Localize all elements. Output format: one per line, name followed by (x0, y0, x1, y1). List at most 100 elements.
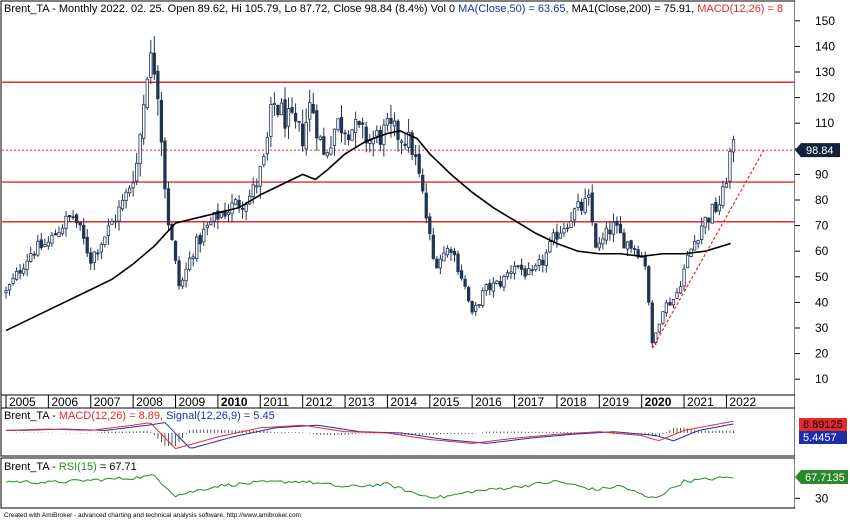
candle-body (703, 216, 707, 228)
candle-body (707, 217, 711, 223)
candle-body (569, 221, 573, 229)
candle-body (142, 104, 146, 139)
x-tick-label: 2013 (348, 395, 375, 409)
candle-body (615, 220, 619, 226)
macd-header: Brent_TA - MACD(12,26) = 8.89, Signal(12… (4, 410, 275, 422)
candle-body (555, 231, 559, 240)
candle-body (495, 280, 499, 284)
candle-body (452, 250, 457, 256)
candle-body (212, 211, 216, 222)
x-tick-label: 2012 (306, 395, 333, 409)
candle-body (721, 186, 725, 206)
candle-body (233, 199, 238, 205)
candle-body (378, 130, 382, 145)
x-tick-label: 2007 (94, 395, 121, 409)
candle-body (127, 187, 132, 194)
x-tick-label: 2008 (136, 395, 163, 409)
candle-body (523, 268, 527, 277)
candle-body (580, 201, 584, 211)
candle-body (262, 156, 266, 166)
price-pane (0, 0, 796, 396)
y-tick-label: 30 (815, 321, 829, 335)
macd-value-label-bg (799, 418, 847, 431)
candle-body (431, 234, 435, 260)
candle-body (657, 323, 661, 333)
y-tick-label: 80 (815, 193, 829, 207)
candle-body (57, 232, 61, 237)
candle-body (643, 255, 647, 267)
candle-body (308, 102, 312, 120)
candle-body (322, 136, 326, 155)
rsi-value-label-bg (795, 470, 848, 484)
candle-body (332, 128, 337, 146)
y-tick-label: 40 (815, 295, 829, 309)
candle-body (357, 120, 361, 126)
candle-body (78, 221, 82, 226)
x-tick-label: 2014 (390, 395, 417, 409)
candle-body (361, 122, 365, 125)
candle-body (195, 236, 199, 260)
candle-body (117, 206, 121, 222)
candle-body (350, 129, 354, 141)
candle-body (562, 228, 566, 234)
candle-body (731, 139, 736, 153)
macd-line (5, 420, 734, 450)
rsi-tick-label: 30 (815, 491, 829, 505)
candle-body (149, 52, 153, 78)
candle-body (527, 268, 531, 276)
candle-body (505, 272, 510, 278)
candle-body (32, 253, 36, 256)
last-price-label-bg (795, 143, 840, 158)
candle-body (311, 103, 315, 114)
candle-body (22, 268, 26, 274)
candle-body (96, 252, 100, 255)
candle-body (608, 229, 612, 235)
candle-body (339, 117, 344, 134)
candle-body (50, 234, 54, 244)
candle-body (474, 304, 478, 312)
candle-body (166, 188, 171, 226)
macd-layer (5, 420, 734, 450)
candle-body (392, 120, 397, 127)
rsi-pane (0, 457, 796, 509)
candle-body (135, 162, 139, 182)
x-tick-label: 2005 (9, 395, 36, 409)
candle-body (226, 211, 231, 215)
candle-body (46, 241, 51, 247)
price-layer (2, 36, 795, 349)
candle-body (481, 290, 485, 306)
moving-average-line (5, 130, 731, 332)
candle-body (544, 252, 548, 266)
candle-body (138, 134, 142, 164)
footer-credit: Created with AmiBroker - advanced charti… (4, 512, 301, 519)
candle-body (541, 259, 545, 266)
candle-body (297, 120, 301, 123)
axis-layer: 10203040506070809010011012013014015098.8… (5, 14, 848, 505)
candle-body (717, 204, 722, 212)
candle-body (671, 298, 676, 306)
candle-body (516, 265, 520, 268)
candle-body (654, 332, 658, 344)
y-tick-label: 140 (815, 39, 835, 53)
candle-body (537, 259, 541, 266)
candle-body (293, 112, 298, 122)
candle-body (435, 258, 439, 269)
candle-body (519, 264, 524, 270)
candle-body (99, 243, 103, 253)
candle-body (622, 232, 626, 249)
candle-body (534, 265, 538, 271)
candle-body (159, 99, 164, 143)
x-tick-label: 2015 (433, 395, 460, 409)
rsi-value-label: 67.7135 (805, 472, 845, 484)
candle-body (618, 223, 623, 234)
candle-body (438, 258, 443, 269)
candle-body (421, 174, 425, 192)
candle-body (678, 286, 683, 294)
candle-body (89, 252, 93, 264)
candle-body (191, 256, 195, 259)
candle-body (399, 140, 404, 143)
y-tick-label: 20 (815, 347, 829, 361)
candle-body (60, 227, 65, 235)
